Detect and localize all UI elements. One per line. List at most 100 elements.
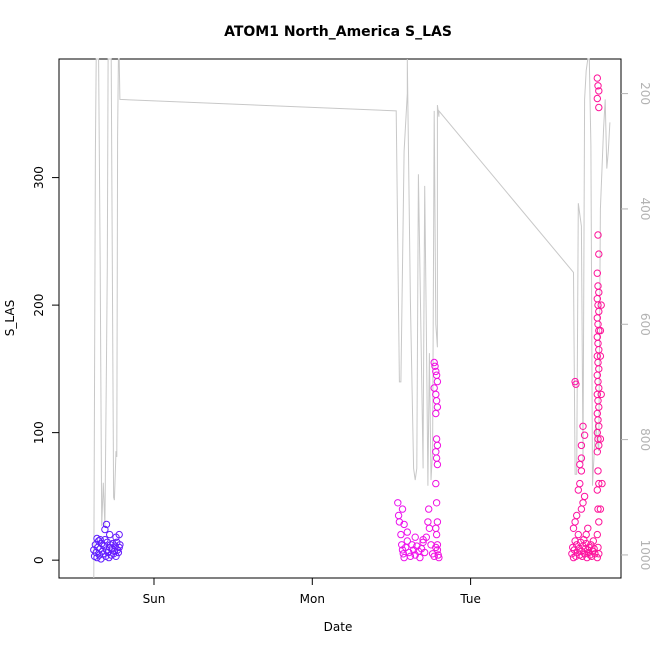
data-point — [595, 288, 603, 297]
data-point — [594, 416, 602, 424]
x-tick-label: Sun — [143, 592, 166, 606]
data-point — [579, 499, 587, 507]
data-point — [584, 524, 592, 532]
x-tick-label: Mon — [300, 592, 325, 606]
data-point — [593, 448, 601, 456]
y2-tick-label: 800 — [638, 428, 650, 451]
data-point — [101, 525, 109, 534]
y-tick-label: 300 — [32, 166, 46, 189]
data-point — [595, 307, 603, 316]
data-point — [596, 505, 605, 513]
data-point — [433, 518, 442, 526]
data-point — [591, 550, 599, 558]
data-point — [571, 537, 579, 545]
data-point — [577, 441, 586, 450]
data-point — [398, 541, 406, 549]
data-point — [577, 454, 586, 462]
data-point — [578, 552, 586, 560]
y2-tick-label: 200 — [638, 82, 650, 105]
data-point — [105, 553, 113, 562]
data-point — [594, 358, 602, 367]
data-point — [432, 524, 440, 532]
data-point — [597, 390, 605, 399]
data-point — [594, 377, 602, 386]
plot-frame — [58, 58, 622, 579]
data-point — [114, 548, 123, 557]
data-point — [589, 537, 597, 545]
y-tick-label: 0 — [32, 556, 46, 564]
data-point — [430, 384, 438, 392]
data-point — [115, 530, 123, 539]
data-point — [421, 548, 429, 557]
data-point — [573, 511, 581, 520]
data-point — [93, 553, 101, 562]
data-point — [424, 518, 432, 526]
data-point — [408, 541, 416, 549]
data-point — [432, 371, 441, 379]
data-point — [595, 518, 603, 526]
data-point — [594, 467, 602, 475]
data-point — [110, 547, 119, 555]
data-point — [590, 545, 598, 553]
data-point — [432, 530, 441, 539]
data-point — [394, 499, 402, 507]
data-point — [430, 552, 438, 560]
series-line — [93, 58, 611, 579]
x-tick-label: Tue — [459, 592, 481, 606]
data-point — [586, 551, 594, 559]
data-point — [433, 403, 442, 411]
data-point — [595, 250, 603, 258]
data-point — [594, 543, 602, 552]
data-point — [594, 82, 602, 90]
y-tick-label: 100 — [32, 421, 46, 444]
data-point — [432, 390, 440, 399]
data-point — [400, 520, 408, 529]
data-point — [598, 479, 606, 488]
data-point — [571, 518, 579, 526]
data-point — [432, 435, 441, 443]
data-point — [101, 536, 109, 544]
data-point — [593, 94, 601, 103]
y-axis-left: 0 100 200 300 — [32, 166, 59, 564]
data-point — [580, 492, 589, 501]
data-point — [593, 486, 601, 494]
y-tick-label: 200 — [32, 294, 46, 317]
data-point — [416, 553, 424, 562]
data-point — [432, 499, 441, 507]
data-point — [435, 553, 443, 562]
data-point — [595, 550, 603, 558]
data-point — [595, 87, 603, 95]
data-point — [576, 460, 584, 469]
data-point — [572, 380, 580, 388]
data-point — [432, 409, 440, 418]
data-point — [109, 539, 117, 548]
data-point — [398, 505, 407, 513]
data-point — [96, 536, 104, 544]
scatter-points — [90, 74, 606, 563]
data-point — [394, 511, 403, 520]
data-point — [596, 326, 605, 335]
data-point — [419, 536, 427, 544]
data-point — [580, 431, 589, 439]
data-point — [102, 520, 111, 529]
y-axis-right: 200 400 600 800 1000 — [621, 82, 650, 570]
data-point — [403, 528, 411, 536]
data-point — [403, 537, 411, 545]
data-point — [399, 550, 407, 558]
data-point — [596, 435, 605, 443]
data-point — [431, 362, 439, 370]
data-point — [595, 346, 603, 354]
data-point — [574, 530, 582, 539]
data-point — [569, 524, 578, 532]
x-axis: Sun Mon Tue — [143, 578, 481, 606]
data-point — [425, 524, 434, 532]
data-point — [593, 74, 601, 82]
data-point — [432, 448, 440, 456]
data-point — [594, 231, 602, 239]
data-point — [573, 548, 582, 557]
data-point — [433, 546, 442, 554]
data-point — [406, 552, 415, 560]
data-point — [419, 538, 427, 546]
data-point — [595, 365, 603, 373]
